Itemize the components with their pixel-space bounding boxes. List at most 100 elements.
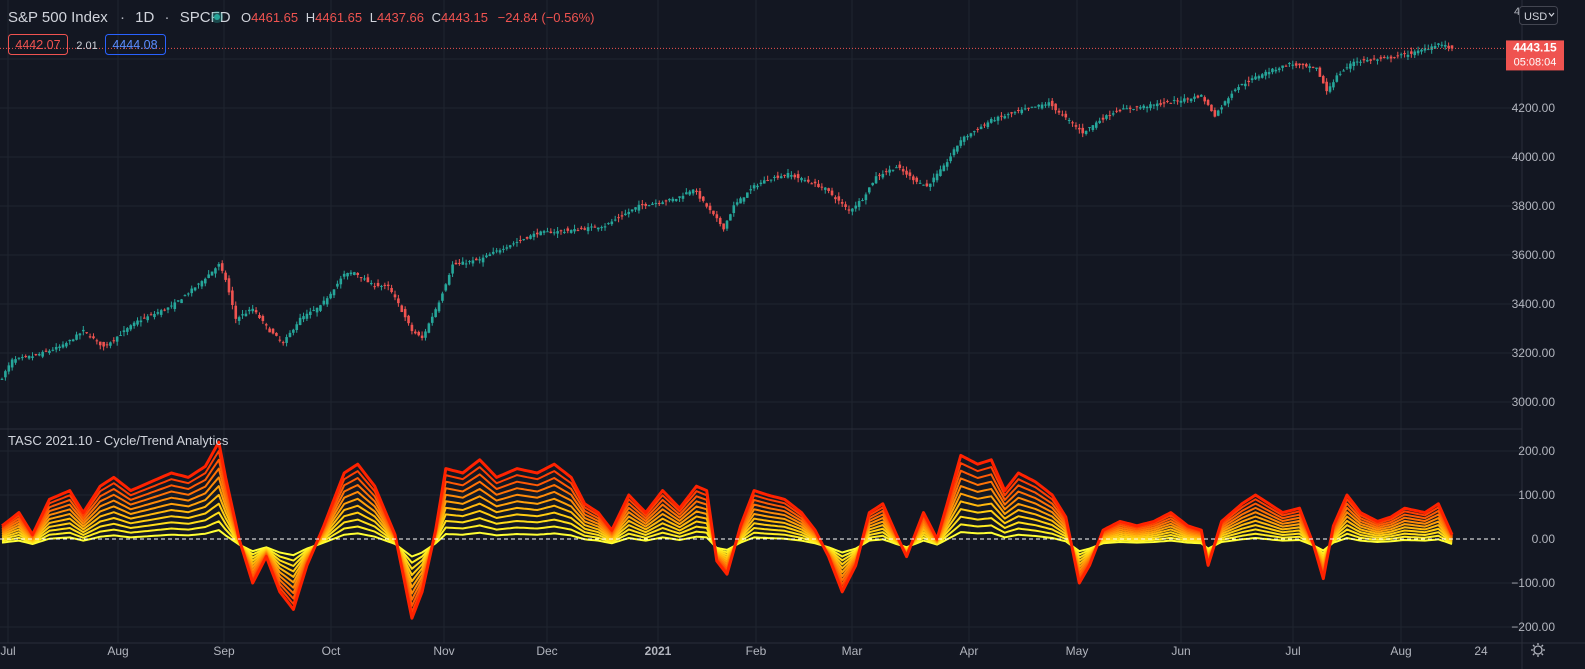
candle-body	[945, 162, 949, 167]
price-tick-label: 3000.00	[1512, 395, 1556, 409]
symbol-name[interactable]: S&P 500 Index	[8, 9, 108, 26]
candle-body	[1223, 101, 1227, 106]
buy-button[interactable]	[105, 34, 166, 55]
candle-body	[1149, 104, 1152, 109]
price-pane[interactable]	[0, 40, 1454, 381]
open-label: O	[241, 10, 251, 25]
currency-selector[interactable]: USD	[1519, 6, 1558, 25]
candle-body	[268, 328, 271, 333]
candle-body	[302, 316, 305, 320]
sell-button[interactable]	[8, 34, 68, 55]
candle-body	[488, 254, 492, 257]
candle-body	[590, 226, 593, 228]
candle-body	[1345, 67, 1349, 69]
candle-body	[515, 241, 519, 243]
candle-body	[386, 284, 390, 286]
candle-body	[634, 207, 637, 210]
candle-body	[1247, 80, 1251, 83]
candle-body	[535, 232, 539, 235]
candle-body	[566, 228, 570, 231]
currency-label[interactable]: USD	[1524, 11, 1547, 23]
candle-body	[1135, 106, 1139, 108]
candle-body	[522, 239, 526, 241]
candle-body	[1115, 110, 1118, 112]
candle-body	[993, 120, 996, 122]
candle-body	[339, 278, 343, 285]
candle-body	[973, 131, 976, 133]
indicator-axis[interactable]: 200.00 100.00 0.00 −100.00 −200.00	[1511, 444, 1555, 634]
candle-body	[112, 340, 116, 342]
candle-body	[464, 263, 468, 265]
candle-body	[227, 278, 231, 293]
candle-body	[1227, 98, 1230, 104]
candle-body	[1311, 66, 1315, 68]
bid-price[interactable]: 4442.07	[15, 38, 60, 52]
time-tick-label: Oct	[322, 644, 341, 658]
indicator-pane[interactable]	[0, 440, 1500, 620]
candle-body	[193, 287, 197, 291]
candle-body	[539, 231, 542, 236]
candle-body	[1067, 120, 1071, 122]
candle-body	[142, 317, 146, 319]
candle-body	[88, 336, 92, 338]
candle-body	[1040, 104, 1044, 109]
candle-body	[4, 371, 7, 378]
candle-body	[1440, 44, 1444, 46]
grid-lines	[0, 0, 1522, 643]
indicator-title[interactable]: TASC 2021.10 - Cycle/Trend Analytics	[8, 433, 229, 448]
candle-body	[641, 204, 644, 206]
interval-label[interactable]: 1D	[135, 9, 154, 26]
candle-body	[854, 205, 858, 209]
candle-body	[834, 197, 837, 200]
candle-body	[830, 190, 834, 196]
candle-body	[98, 341, 102, 346]
svg-text:S&P 500 Index · 1D: S&P 500 Index · 1D · SPCFD	[8, 9, 231, 26]
candle-body	[1257, 76, 1261, 79]
candle-body	[1094, 122, 1098, 128]
candle-body	[678, 196, 681, 198]
candle-body	[298, 317, 302, 326]
candle-body	[10, 359, 14, 368]
time-axis[interactable]: Jul Aug Sep Oct Nov Dec 2021 Feb Mar Apr May Jun Jul…	[0, 644, 1488, 658]
candle-body	[261, 315, 265, 322]
gear-icon[interactable]	[1531, 643, 1545, 657]
candle-body	[1403, 53, 1406, 55]
candle-body	[1017, 109, 1020, 111]
candle-body	[1061, 114, 1064, 116]
candle-body	[54, 346, 58, 350]
candle-body	[989, 118, 993, 123]
bid-ask-widget[interactable]: 4442.07 2.01 4444.08	[8, 34, 166, 55]
candle-body	[1332, 82, 1335, 88]
candle-body	[1122, 108, 1125, 110]
candle-body	[1294, 63, 1298, 66]
candle-body	[346, 272, 349, 277]
candle-body	[17, 357, 21, 359]
candle-body	[983, 124, 986, 126]
candle-body	[498, 250, 502, 253]
candle-body	[1098, 120, 1101, 123]
candle-body	[1111, 113, 1115, 115]
candle-body	[888, 169, 891, 173]
candle-body	[576, 230, 580, 232]
high-value: 4461.65	[315, 10, 362, 25]
candle-body	[454, 262, 458, 265]
candle-body	[1376, 59, 1379, 61]
candle-body	[908, 172, 912, 176]
candle-body	[251, 308, 255, 312]
candle-body	[319, 305, 322, 311]
candle-body	[41, 351, 44, 357]
candle-body	[1420, 49, 1423, 52]
price-axis[interactable]: 4200.00 4000.00 3800.00 3600.00 3400.00 3200.…	[1512, 101, 1556, 409]
candle-body	[807, 179, 810, 182]
symbol-legend[interactable]: S&P 500 Index · 1D · SPCFD O4461.65 H446…	[8, 9, 595, 26]
ask-price[interactable]: 4444.08	[112, 38, 157, 52]
currency-box[interactable]	[1519, 6, 1558, 25]
candle-body	[901, 169, 905, 172]
candle-body	[424, 331, 427, 338]
candle-body	[190, 288, 194, 294]
chevron-down-icon[interactable]	[1548, 12, 1555, 17]
exchange-label: SPCFD	[180, 9, 231, 26]
price-tick-label: 4200.00	[1512, 101, 1556, 115]
time-tick-label: Mar	[842, 644, 863, 658]
